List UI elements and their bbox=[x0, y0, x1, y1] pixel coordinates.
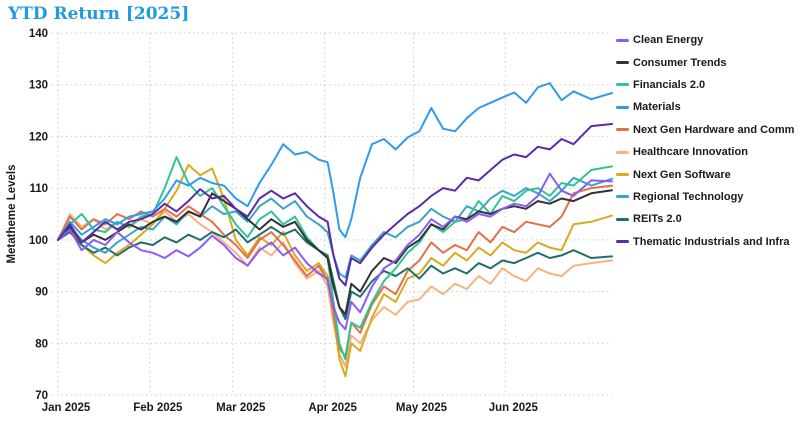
legend-item-financials-2-0: Financials 2.0 bbox=[616, 74, 794, 96]
x-tick-label: Jan 2025 bbox=[42, 402, 91, 414]
legend-item-clean-energy: Clean Energy bbox=[616, 29, 794, 51]
series-line-reits-2-0 bbox=[57, 225, 613, 320]
legend-swatch-thematic-industrials-and-infra bbox=[616, 240, 629, 244]
y-tick-label: 90 bbox=[35, 287, 48, 299]
legend-label-regional-technology: Regional Technology bbox=[633, 190, 744, 203]
legend-label-consumer-trends: Consumer Trends bbox=[633, 56, 727, 69]
legend-item-consumer-trends: Consumer Trends bbox=[616, 51, 794, 73]
series-line-next-gen-hardware-and-comm bbox=[57, 184, 613, 358]
x-tick-label: May 2025 bbox=[396, 402, 448, 414]
series-line-clean-energy bbox=[57, 172, 613, 331]
legend-swatch-next-gen-hardware-and-comm bbox=[616, 128, 629, 132]
legend-label-materials: Materials bbox=[633, 101, 681, 114]
y-tick-label: 140 bbox=[29, 28, 48, 40]
chart-title: YTD Return [2025] bbox=[8, 4, 190, 24]
legend-item-regional-technology: Regional Technology bbox=[616, 186, 794, 208]
legend-item-thematic-industrials-and-infra: Thematic Industrials and Infra bbox=[616, 231, 794, 253]
y-tick-label: 130 bbox=[29, 80, 48, 92]
legend-label-next-gen-software: Next Gen Software bbox=[633, 168, 731, 181]
legend-swatch-regional-technology bbox=[616, 195, 629, 199]
legend-item-reits-2-0: REITs 2.0 bbox=[616, 208, 794, 230]
y-axis-title: Metatheme Levels bbox=[6, 164, 18, 264]
legend-label-healthcare-innovation: Healthcare Innovation bbox=[633, 146, 748, 159]
legend-label-thematic-industrials-and-infra: Thematic Industrials and Infra bbox=[633, 235, 790, 248]
legend-label-clean-energy: Clean Energy bbox=[633, 34, 704, 47]
y-tick-label: 100 bbox=[29, 235, 48, 247]
y-tick-label: 120 bbox=[29, 131, 48, 143]
legend-swatch-next-gen-software bbox=[616, 173, 629, 177]
y-tick-label: 80 bbox=[35, 338, 48, 350]
x-tick-label: Jun 2025 bbox=[489, 402, 539, 414]
series-line-thematic-industrials-and-infra bbox=[57, 123, 613, 287]
legend-item-healthcare-innovation: Healthcare Innovation bbox=[616, 141, 794, 163]
legend-item-next-gen-software: Next Gen Software bbox=[616, 163, 794, 185]
legend-swatch-materials bbox=[616, 105, 629, 109]
legend-item-materials: Materials bbox=[616, 96, 794, 118]
legend-swatch-clean-energy bbox=[616, 38, 629, 42]
series-line-consumer-trends bbox=[57, 189, 613, 316]
legend-swatch-reits-2-0 bbox=[616, 217, 629, 221]
x-tick-label: Feb 2025 bbox=[133, 402, 183, 414]
legend: Clean Energy Consumer Trends Financials 2.… bbox=[616, 29, 794, 253]
y-tick-label: 110 bbox=[29, 183, 48, 195]
legend-label-next-gen-hardware-and-comm: Next Gen Hardware and Comm bbox=[633, 123, 795, 136]
legend-swatch-healthcare-innovation bbox=[616, 150, 629, 154]
legend-swatch-consumer-trends bbox=[616, 61, 629, 65]
series-line-materials bbox=[57, 82, 613, 241]
legend-label-reits-2-0: REITs 2.0 bbox=[633, 213, 682, 226]
x-tick-label: Apr 2025 bbox=[308, 402, 357, 414]
x-tick-label: Mar 2025 bbox=[216, 402, 266, 414]
legend-label-financials-2-0: Financials 2.0 bbox=[633, 78, 706, 91]
legend-item-next-gen-hardware-and-comm: Next Gen Hardware and Comm bbox=[616, 119, 794, 141]
legend-swatch-financials-2-0 bbox=[616, 83, 629, 87]
y-tick-label: 70 bbox=[35, 390, 48, 402]
